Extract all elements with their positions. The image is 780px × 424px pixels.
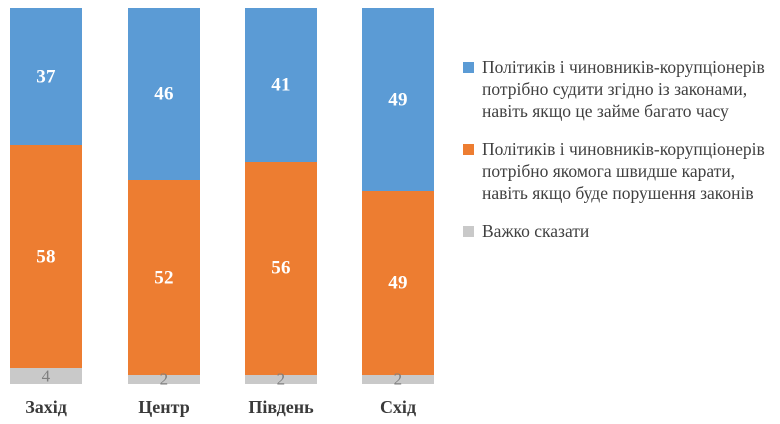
legend-label: Важко сказати [482, 221, 590, 241]
bar-value-blue: 49 [388, 89, 408, 111]
bar-segment-orange[interactable]: 49 [362, 191, 434, 375]
bar-segment-orange[interactable]: 52 [128, 180, 200, 375]
legend-swatch-orange-icon [463, 144, 474, 155]
bar-stack: 37 58 4 [10, 8, 82, 386]
bar-value-blue: 37 [36, 66, 56, 88]
legend-label: Політиків і чиновників-корупціонерів пот… [482, 57, 765, 121]
legend-item-hard-to-say[interactable]: Важко сказати [463, 220, 773, 242]
category-label-zahid: Захід [25, 397, 67, 417]
bar-stack: 41 56 2 [245, 8, 317, 388]
bar-value-gray: 2 [393, 369, 403, 389]
bar-segment-gray[interactable]: 2 [128, 371, 200, 388]
chart-legend: Політиків і чиновників-корупціонерів пот… [463, 56, 773, 258]
bar-stack: 49 49 2 [362, 8, 434, 388]
bar-group-zahid[interactable]: 37 58 4 Захід [10, 8, 82, 417]
bar-value-orange: 52 [154, 267, 174, 289]
bar-segment-orange[interactable]: 56 [245, 161, 317, 375]
bar-value-orange: 58 [36, 246, 56, 268]
bar-segment-gray[interactable]: 2 [362, 371, 434, 388]
bar-group-pivden[interactable]: 41 56 2 Південь [245, 8, 317, 417]
bar-value-orange: 56 [271, 257, 291, 279]
category-label-pivden: Південь [248, 397, 314, 417]
bar-value-gray: 2 [159, 369, 169, 389]
legend-swatch-gray-icon [463, 226, 474, 237]
bar-segment-gray[interactable]: 2 [245, 371, 317, 388]
bar-segment-blue[interactable]: 37 [10, 8, 82, 146]
bar-segment-blue[interactable]: 41 [245, 8, 317, 162]
bar-segment-blue[interactable]: 46 [128, 8, 200, 181]
legend-item-judge-by-law[interactable]: Політиків і чиновників-корупціонерів пот… [463, 56, 773, 122]
category-label-tsentr: Центр [138, 397, 190, 417]
bar-segment-blue[interactable]: 49 [362, 8, 434, 192]
legend-label: Політиків і чиновників-корупціонерів пот… [482, 139, 765, 203]
bar-group-skhid[interactable]: 49 49 2 Схід [362, 8, 434, 417]
bar-stack: 46 52 2 [128, 8, 200, 388]
legend-swatch-blue-icon [463, 62, 474, 73]
bar-group-tsentr[interactable]: 46 52 2 Центр [128, 8, 200, 417]
bar-segment-gray[interactable]: 4 [10, 366, 82, 386]
bar-value-gray: 4 [41, 366, 51, 386]
bar-value-blue: 41 [271, 74, 291, 96]
legend-item-punish-fast[interactable]: Політиків і чиновників-корупціонерів пот… [463, 138, 773, 204]
category-label-skhid: Схід [379, 397, 417, 417]
bar-value-gray: 2 [276, 369, 286, 389]
plot-area: 37 58 4 Захід 46 52 2 [10, 8, 434, 417]
bar-value-orange: 49 [388, 272, 408, 294]
bar-value-blue: 46 [154, 83, 174, 105]
bar-segment-orange[interactable]: 58 [10, 145, 82, 369]
